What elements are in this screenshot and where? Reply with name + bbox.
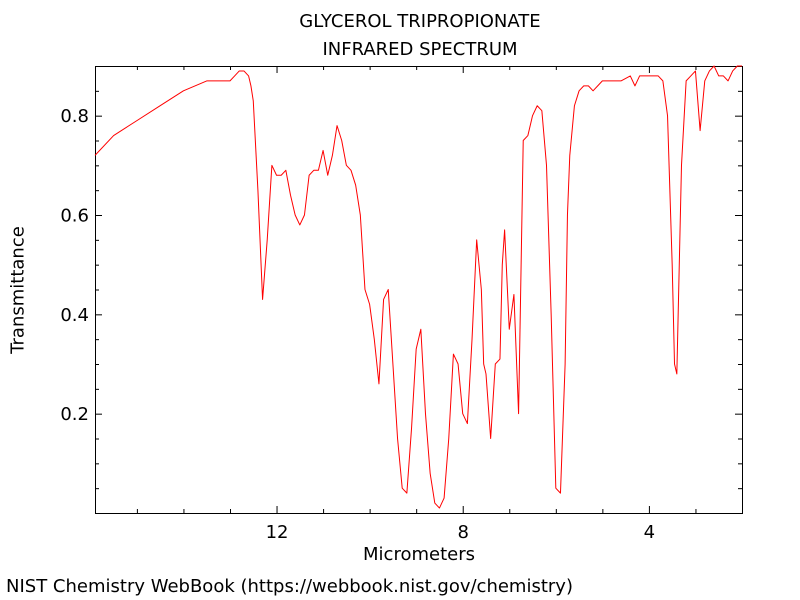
chart-title: GLYCEROL TRIPROPIONATE <box>299 11 541 32</box>
axis-ticks <box>95 66 743 513</box>
y-tick-label: 0.6 <box>60 206 89 227</box>
chart-subtitle: INFRARED SPECTRUM <box>322 39 518 60</box>
x-tick-label: 8 <box>457 522 468 543</box>
x-tick-label: 4 <box>644 522 655 543</box>
x-tick-label: 12 <box>266 522 289 543</box>
y-axis-label: Transmittance <box>7 226 29 354</box>
y-tick-label: 0.2 <box>60 404 89 425</box>
plot-frame <box>95 66 743 514</box>
spectrum-line <box>94 65 742 509</box>
axis-tick-labels: 12 8 4 0.2 0.4 0.6 0.8 <box>60 106 655 543</box>
x-axis-label: Micrometers <box>363 544 475 565</box>
source-footer: NIST Chemistry WebBook (https://webbook.… <box>6 576 573 597</box>
y-tick-label: 0.8 <box>60 106 89 127</box>
y-tick-label: 0.4 <box>60 305 89 326</box>
